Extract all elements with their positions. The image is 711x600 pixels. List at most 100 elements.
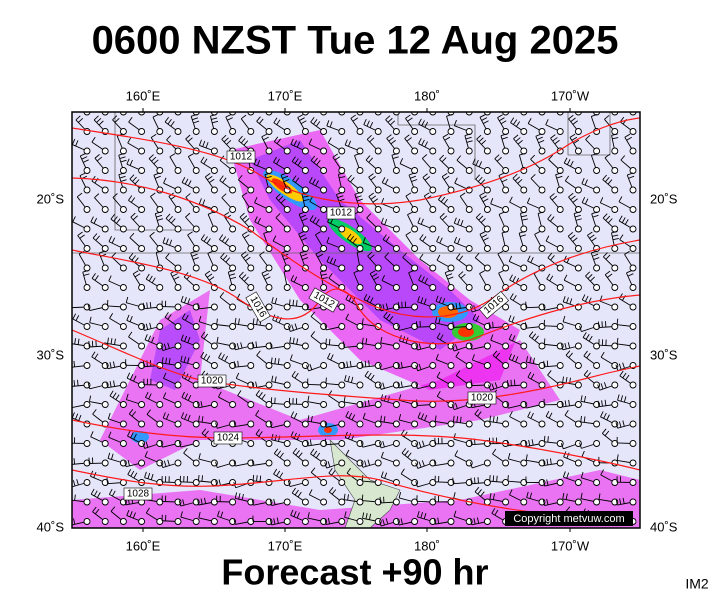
barb-feather: [546, 498, 549, 505]
barb-feather: [349, 235, 355, 242]
barb-feather: [361, 318, 364, 325]
barb-feather: [91, 273, 96, 279]
barb-feather: [602, 174, 607, 180]
barb-feather: [536, 136, 543, 140]
station: [429, 147, 437, 155]
barb-feather: [439, 154, 445, 160]
station: [174, 206, 182, 213]
barb-feather: [599, 197, 604, 203]
barb-staff: [250, 112, 251, 113]
barb-feather: [512, 276, 516, 282]
barb-feather: [129, 174, 135, 180]
station: [574, 147, 582, 155]
barb-feather: [153, 172, 160, 176]
station: [356, 323, 364, 330]
barb-feather: [560, 343, 564, 350]
barb-feather: [163, 177, 167, 184]
barb-feather: [510, 117, 515, 123]
barb-feather: [310, 311, 316, 317]
barb-feather: [423, 513, 427, 520]
station: [429, 128, 437, 135]
station: [538, 206, 546, 213]
barb-feather: [295, 450, 300, 456]
barb-feather: [142, 442, 145, 449]
barb-feather: [273, 468, 278, 475]
station: [520, 362, 528, 369]
barb-feather: [93, 115, 99, 121]
barb-feather: [236, 343, 240, 350]
station: [392, 401, 400, 408]
barb-feather: [508, 255, 513, 262]
barb-feather: [98, 250, 105, 254]
barb-feather: [78, 414, 82, 421]
station: [629, 167, 637, 174]
barb-feather: [94, 353, 99, 359]
station: [320, 225, 328, 233]
barb-feather: [306, 365, 309, 372]
barb-feather: [344, 374, 347, 381]
barb-feather: [453, 236, 457, 243]
barb-feather: [565, 493, 568, 500]
station: [338, 440, 346, 447]
barb-feather: [309, 176, 313, 183]
barb-feather: [206, 355, 211, 362]
barb-feather: [338, 198, 345, 202]
barb-feather: [208, 276, 215, 281]
barb-feather: [356, 250, 364, 253]
barb-feather: [508, 315, 512, 322]
barb-feather: [618, 215, 623, 222]
barb-feather: [325, 338, 327, 345]
barb-feather: [367, 372, 372, 379]
barb-feather: [127, 459, 130, 466]
station: [301, 479, 309, 486]
barb-feather: [251, 499, 254, 506]
barb-feather: [200, 234, 205, 240]
station: [520, 147, 528, 155]
isobar-label-text: 1028: [127, 489, 150, 500]
left-axis-label: 20˚S: [37, 191, 65, 206]
barb-feather: [346, 361, 349, 368]
station: [392, 420, 400, 428]
barb-feather: [90, 216, 94, 223]
station: [556, 264, 564, 272]
barb-feather: [360, 441, 364, 448]
barb-feather: [418, 343, 422, 350]
rain-area: [150, 310, 200, 390]
barb-feather: [82, 270, 89, 273]
station: [265, 225, 273, 233]
station: [629, 225, 637, 233]
barb-feather: [570, 160, 574, 167]
barb-feather: [274, 376, 277, 383]
barb-feather: [537, 98, 542, 100]
station: [538, 440, 546, 447]
barb-feather: [384, 178, 389, 185]
barb-feather: [200, 401, 203, 408]
barb-feather: [256, 116, 261, 122]
barb-feather: [509, 293, 514, 299]
barb-feather: [251, 341, 254, 348]
barb-feather: [470, 518, 473, 525]
barb-feather: [94, 193, 100, 198]
barb-feather: [538, 140, 545, 144]
isobars: [72, 117, 640, 516]
barb-feather: [573, 139, 579, 144]
barb-feather: [147, 472, 151, 479]
station: [520, 498, 528, 506]
barb-feather: [234, 317, 237, 324]
barb-feather: [256, 318, 258, 325]
barb-feather: [534, 231, 541, 235]
barb-feather: [343, 396, 346, 403]
barb-feather: [591, 211, 598, 215]
station: [392, 498, 400, 506]
barb-feather: [71, 380, 72, 386]
barb-feather: [404, 134, 410, 139]
station: [429, 401, 437, 408]
barb-feather: [252, 474, 255, 481]
barb-feather: [517, 139, 523, 145]
barb-feather: [80, 153, 86, 157]
barb-feather: [154, 175, 161, 179]
barb-feather: [132, 215, 138, 221]
barb-feather: [315, 121, 321, 127]
station: [101, 186, 109, 194]
station: [301, 147, 309, 155]
